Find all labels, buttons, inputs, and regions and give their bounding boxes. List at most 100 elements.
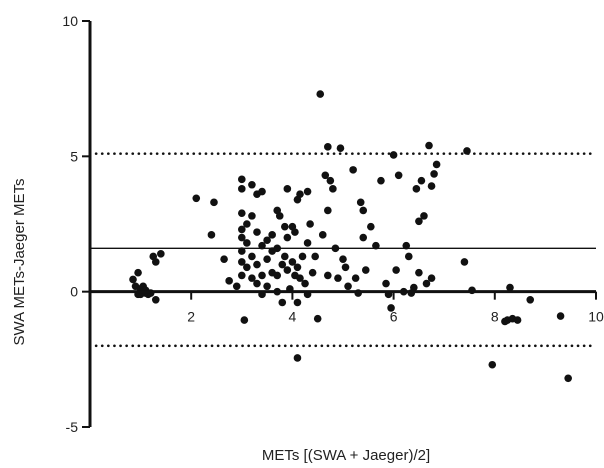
data-point: [394, 171, 403, 180]
data-point: [192, 194, 201, 203]
data-point: [359, 233, 368, 242]
data-point: [513, 316, 522, 324]
data-point: [157, 249, 165, 258]
data-point: [273, 271, 282, 280]
data-point: [556, 312, 565, 320]
data-point: [258, 271, 266, 280]
data-point: [316, 90, 325, 98]
data-point: [283, 233, 292, 242]
data-point: [331, 244, 340, 253]
data-point: [238, 175, 246, 184]
data-point: [283, 185, 292, 193]
data-point: [283, 266, 292, 274]
data-point: [296, 274, 304, 282]
data-point: [318, 231, 327, 239]
data-point: [356, 198, 365, 207]
data-point: [339, 255, 347, 263]
data-point: [427, 182, 436, 190]
data-point: [268, 231, 276, 239]
data-point: [306, 220, 314, 228]
data-point: [134, 268, 142, 277]
data-point: [296, 190, 304, 199]
data-point: [341, 263, 350, 272]
data-point: [506, 283, 514, 292]
data-point: [526, 295, 535, 304]
data-point: [238, 185, 246, 193]
data-point: [410, 283, 418, 292]
data-point: [404, 252, 413, 261]
data-point: [232, 282, 241, 291]
data-point: [564, 374, 572, 383]
reference-lines: [88, 152, 598, 348]
data-point: [301, 279, 309, 288]
x-tick-label: 8: [491, 309, 499, 325]
data-point: [402, 241, 411, 250]
data-point: [207, 231, 216, 239]
data-point: [308, 268, 317, 277]
data-point: [361, 266, 370, 274]
data-point: [291, 228, 299, 236]
data-point: [263, 236, 271, 245]
data-point: [329, 185, 337, 193]
data-point: [326, 176, 335, 185]
data-point: [288, 258, 297, 266]
tick-labels: -5 0 5 10 2 4 6 8 10: [62, 13, 604, 435]
x-axis-label: METs [(SWA + Jaeger)/2]: [262, 447, 430, 464]
data-point: [420, 212, 428, 220]
y-tick-label: -5: [66, 419, 79, 435]
data-point: [248, 252, 256, 261]
data-point: [321, 171, 330, 180]
data-point: [417, 176, 426, 185]
data-point: [324, 271, 332, 280]
data-point: [243, 220, 251, 228]
data-point: [263, 255, 271, 263]
data-point: [248, 274, 256, 282]
data-point: [425, 141, 433, 150]
data-point: [238, 209, 246, 217]
data-point: [303, 239, 312, 247]
data-point: [263, 282, 271, 291]
data-point: [238, 233, 246, 242]
data-point: [311, 252, 319, 261]
data-point: [293, 354, 302, 362]
data-point: [488, 360, 497, 369]
data-point: [238, 258, 246, 266]
data-point: [275, 212, 284, 220]
data-point: [460, 258, 469, 266]
y-tick-label: 5: [70, 148, 78, 164]
data-point: [392, 266, 400, 274]
data-point: [293, 298, 302, 307]
data-point: [243, 263, 251, 272]
data-point: [281, 252, 289, 261]
data-point: [415, 217, 423, 226]
data-point: [382, 279, 390, 288]
data-point: [349, 166, 357, 174]
data-point: [430, 170, 438, 178]
data-point: [238, 247, 246, 255]
x-tick-label: 2: [187, 309, 195, 325]
data-point: [273, 244, 282, 253]
x-tick-label: 4: [289, 309, 297, 325]
data-point: [359, 206, 368, 215]
data-point: [243, 239, 251, 247]
x-tick-label: 10: [588, 309, 604, 325]
data-point: [387, 304, 395, 312]
data-point: [248, 180, 256, 189]
data-point: [278, 260, 287, 269]
data-point: [258, 241, 266, 250]
data-point: [377, 176, 385, 185]
data-point: [344, 282, 352, 291]
data-point: [258, 187, 266, 196]
data-point: [432, 160, 441, 169]
data-point: [293, 263, 302, 272]
data-point: [412, 185, 421, 193]
data-point: [334, 274, 342, 282]
data-point: [303, 187, 312, 196]
data-point: [351, 274, 360, 282]
y-axis-label: SWA METs-Jaeger METs: [11, 179, 28, 346]
data-point: [281, 222, 289, 231]
data-point: [151, 258, 160, 266]
data-point: [129, 275, 137, 284]
data-points: [129, 90, 572, 383]
